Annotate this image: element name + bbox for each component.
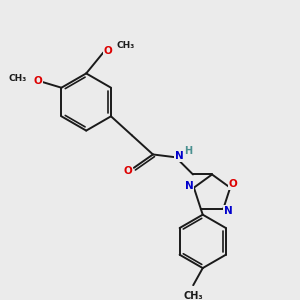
Text: H: H: [184, 146, 192, 156]
Text: CH₃: CH₃: [183, 291, 203, 300]
Text: N: N: [185, 181, 194, 191]
Text: O: O: [33, 76, 42, 86]
Text: N: N: [175, 152, 184, 161]
Text: N: N: [224, 206, 232, 216]
Text: CH₃: CH₃: [117, 41, 135, 50]
Text: O: O: [124, 166, 133, 176]
Text: O: O: [229, 179, 237, 189]
Text: CH₃: CH₃: [9, 74, 27, 83]
Text: O: O: [104, 46, 112, 56]
